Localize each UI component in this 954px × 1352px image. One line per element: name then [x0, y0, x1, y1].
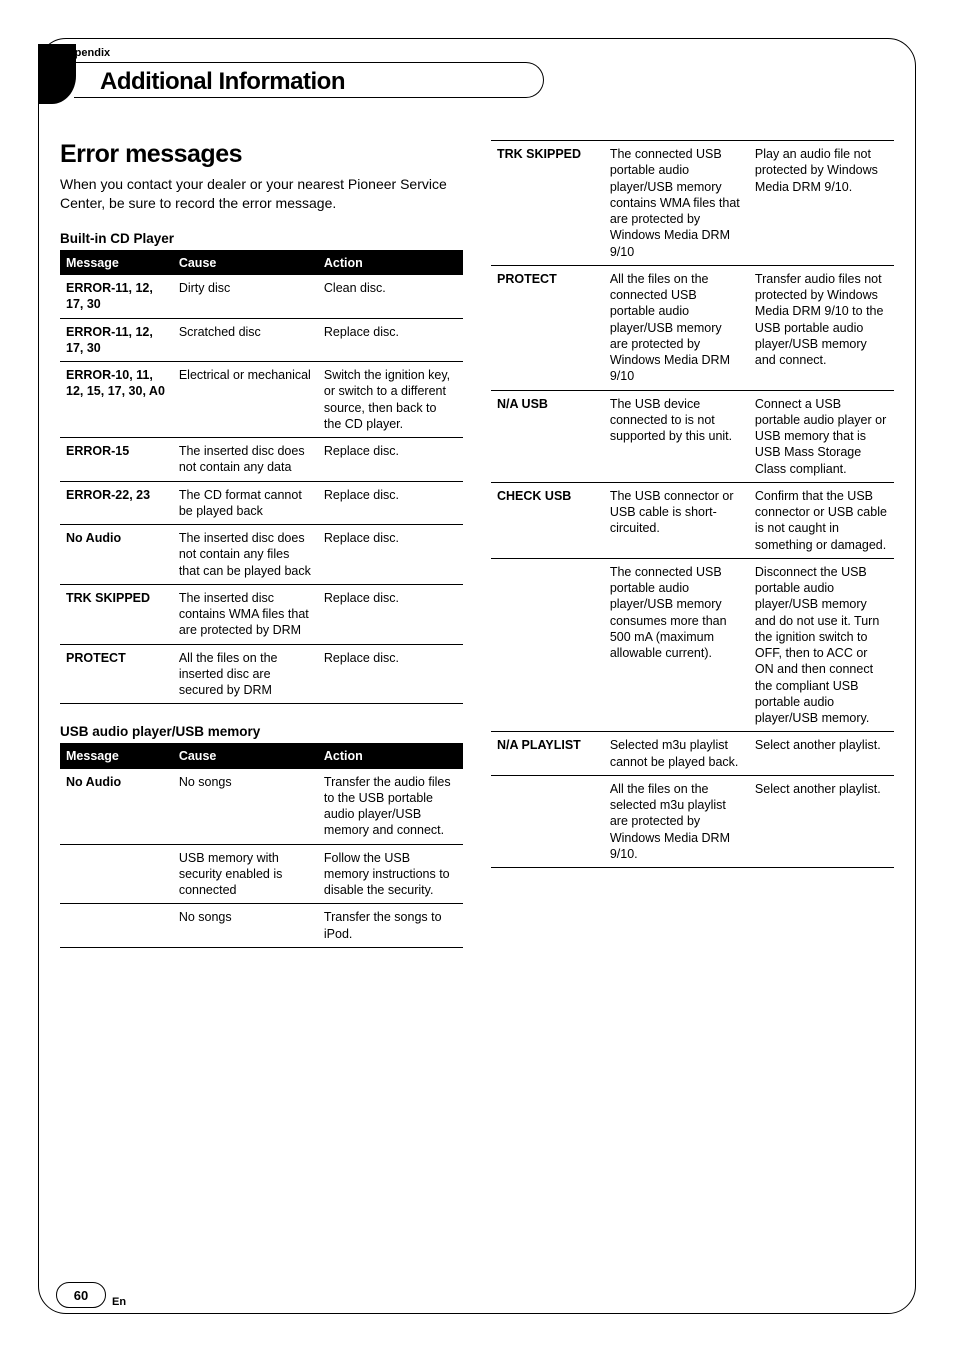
- cell-message: PROTECT: [491, 265, 604, 390]
- cell-cause: The connected USB portable audio player/…: [604, 141, 749, 266]
- cell-action: Select another playlist.: [749, 732, 894, 776]
- cell-action: Replace disc.: [318, 525, 463, 585]
- sub-heading-usb: USB audio player/USB memory: [60, 724, 463, 739]
- table-row: ERROR-15The inserted disc does not conta…: [60, 438, 463, 482]
- left-column: Error messages When you contact your dea…: [60, 140, 463, 968]
- cell-message: TRK SKIPPED: [491, 141, 604, 266]
- cell-message: CHECK USB: [491, 482, 604, 558]
- cell-cause: Dirty disc: [173, 275, 318, 318]
- cell-action: Clean disc.: [318, 275, 463, 318]
- table-row: All the files on the selected m3u playli…: [491, 775, 894, 867]
- cell-action: Select another playlist.: [749, 775, 894, 867]
- cell-message: [60, 844, 173, 904]
- cell-message: ERROR-11, 12, 17, 30: [60, 318, 173, 362]
- cell-message: No Audio: [60, 525, 173, 585]
- th-message: Message: [60, 250, 173, 275]
- cd-table: Message Cause Action ERROR-11, 12, 17, 3…: [60, 250, 463, 705]
- cell-message: ERROR-10, 11, 12, 15, 17, 30, A0: [60, 362, 173, 438]
- table-row: ERROR-10, 11, 12, 15, 17, 30, A0Electric…: [60, 362, 463, 438]
- th-cause: Cause: [173, 744, 318, 769]
- page-number-badge: 60: [56, 1282, 106, 1308]
- table-row: ERROR-22, 23The CD format cannot be play…: [60, 481, 463, 525]
- table-row: The connected USB portable audio player/…: [491, 558, 894, 732]
- table-row: TRK SKIPPEDThe inserted disc contains WM…: [60, 584, 463, 644]
- table-row: USB memory with security enabled is conn…: [60, 844, 463, 904]
- cell-action: Replace disc.: [318, 481, 463, 525]
- table-row: PROTECTAll the files on the inserted dis…: [60, 644, 463, 704]
- th-cause: Cause: [173, 250, 318, 275]
- table-row: No AudioNo songsTransfer the audio files…: [60, 769, 463, 845]
- th-action: Action: [318, 250, 463, 275]
- intro-text: When you contact your dealer or your nea…: [60, 175, 463, 213]
- usb-table-left: Message Cause Action No AudioNo songsTra…: [60, 743, 463, 948]
- cell-action: Replace disc.: [318, 584, 463, 644]
- cell-message: ERROR-22, 23: [60, 481, 173, 525]
- cell-action: Replace disc.: [318, 438, 463, 482]
- cell-cause: Electrical or mechanical: [173, 362, 318, 438]
- cell-cause: The inserted disc does not contain any f…: [173, 525, 318, 585]
- cell-message: ERROR-11, 12, 17, 30: [60, 275, 173, 318]
- cell-message: No Audio: [60, 769, 173, 845]
- table-row: TRK SKIPPEDThe connected USB portable au…: [491, 141, 894, 266]
- table-row: No AudioThe inserted disc does not conta…: [60, 525, 463, 585]
- cell-cause: The inserted disc does not contain any d…: [173, 438, 318, 482]
- cell-message: N/A USB: [491, 390, 604, 482]
- cell-cause: The inserted disc contains WMA files tha…: [173, 584, 318, 644]
- cell-message: [60, 904, 173, 948]
- right-column: TRK SKIPPEDThe connected USB portable au…: [491, 140, 894, 968]
- cell-action: Transfer the audio files to the USB port…: [318, 769, 463, 845]
- cell-cause: No songs: [173, 769, 318, 845]
- cell-action: Follow the USB memory instructions to di…: [318, 844, 463, 904]
- error-heading: Error messages: [60, 140, 463, 169]
- cell-cause: All the files on the connected USB porta…: [604, 265, 749, 390]
- page-number: 60: [74, 1288, 88, 1303]
- cell-action: Transfer audio files not protected by Wi…: [749, 265, 894, 390]
- table-row: ERROR-11, 12, 17, 30Scratched discReplac…: [60, 318, 463, 362]
- cell-action: Transfer the songs to iPod.: [318, 904, 463, 948]
- content-wrapper: Error messages When you contact your dea…: [60, 140, 894, 968]
- cell-cause: No songs: [173, 904, 318, 948]
- appendix-label: Appendix: [60, 47, 110, 59]
- cell-cause: The USB device connected to is not suppo…: [604, 390, 749, 482]
- cell-action: Disconnect the USB portable audio player…: [749, 558, 894, 732]
- cell-message: ERROR-15: [60, 438, 173, 482]
- cell-action: Play an audio file not protected by Wind…: [749, 141, 894, 266]
- cell-message: [491, 558, 604, 732]
- cell-cause: The connected USB portable audio player/…: [604, 558, 749, 732]
- cell-cause: The USB connector or USB cable is short-…: [604, 482, 749, 558]
- cell-message: [491, 775, 604, 867]
- cell-cause: The CD format cannot be played back: [173, 481, 318, 525]
- cell-message: TRK SKIPPED: [60, 584, 173, 644]
- table-row: N/A PLAYLISTSelected m3u playlist cannot…: [491, 732, 894, 776]
- en-label: En: [112, 1296, 126, 1308]
- cell-cause: Selected m3u playlist cannot be played b…: [604, 732, 749, 776]
- cell-cause: All the files on the inserted disc are s…: [173, 644, 318, 704]
- cell-cause: USB memory with security enabled is conn…: [173, 844, 318, 904]
- cell-message: PROTECT: [60, 644, 173, 704]
- table-row: PROTECTAll the files on the connected US…: [491, 265, 894, 390]
- th-action: Action: [318, 744, 463, 769]
- cell-action: Replace disc.: [318, 318, 463, 362]
- table-row: CHECK USBThe USB connector or USB cable …: [491, 482, 894, 558]
- table-row: N/A USBThe USB device connected to is no…: [491, 390, 894, 482]
- usb-table-right: TRK SKIPPEDThe connected USB portable au…: [491, 140, 894, 868]
- section-title: Additional Information: [100, 68, 345, 96]
- cell-action: Connect a USB portable audio player or U…: [749, 390, 894, 482]
- cell-action: Confirm that the USB connector or USB ca…: [749, 482, 894, 558]
- cell-message: N/A PLAYLIST: [491, 732, 604, 776]
- cell-cause: Scratched disc: [173, 318, 318, 362]
- th-message: Message: [60, 744, 173, 769]
- cell-cause: All the files on the selected m3u playli…: [604, 775, 749, 867]
- sub-heading-cd: Built-in CD Player: [60, 231, 463, 246]
- cell-action: Replace disc.: [318, 644, 463, 704]
- cell-action: Switch the ignition key, or switch to a …: [318, 362, 463, 438]
- table-row: ERROR-11, 12, 17, 30Dirty discClean disc…: [60, 275, 463, 318]
- table-row: No songsTransfer the songs to iPod.: [60, 904, 463, 948]
